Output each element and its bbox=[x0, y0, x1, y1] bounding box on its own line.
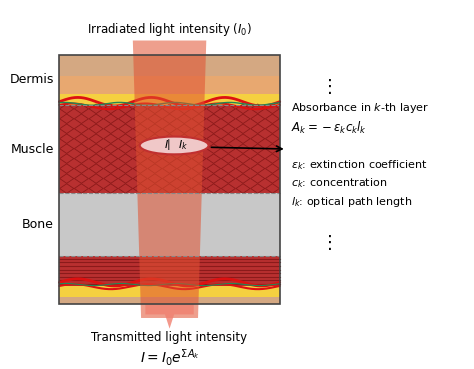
Text: $l_k$: optical path length: $l_k$: optical path length bbox=[291, 195, 413, 209]
Text: $I\!\!\mid$: $I\!\!\mid$ bbox=[164, 137, 171, 152]
Text: Muscle: Muscle bbox=[10, 142, 54, 155]
Bar bbox=[59, 286, 280, 297]
Polygon shape bbox=[133, 41, 206, 318]
Text: Bone: Bone bbox=[22, 218, 54, 231]
Text: ⋮: ⋮ bbox=[321, 78, 339, 96]
Text: $A_k=-\varepsilon_k c_k l_k$: $A_k=-\varepsilon_k c_k l_k$ bbox=[291, 120, 367, 136]
Polygon shape bbox=[146, 304, 194, 329]
Text: Irradiated light intensity ($I_0$): Irradiated light intensity ($I_0$) bbox=[87, 21, 252, 38]
Text: Absorbance in $k$-th layer: Absorbance in $k$-th layer bbox=[291, 101, 429, 115]
Text: $c_k$: concentration: $c_k$: concentration bbox=[291, 177, 388, 190]
Text: $\varepsilon_k$: extinction coefficient: $\varepsilon_k$: extinction coefficient bbox=[291, 158, 428, 172]
Ellipse shape bbox=[140, 137, 209, 154]
Bar bbox=[59, 297, 280, 304]
Bar bbox=[59, 193, 280, 256]
Bar bbox=[59, 256, 280, 286]
Text: ⋮: ⋮ bbox=[321, 234, 339, 252]
Text: Transmitted light intensity: Transmitted light intensity bbox=[91, 331, 247, 344]
Bar bbox=[59, 55, 280, 304]
Bar bbox=[59, 94, 280, 104]
Bar bbox=[59, 76, 280, 94]
Bar bbox=[59, 104, 280, 193]
Text: Dermis: Dermis bbox=[9, 73, 54, 86]
Text: $I = I_0e^{\Sigma A_k}$: $I = I_0e^{\Sigma A_k}$ bbox=[140, 346, 200, 368]
Text: $I_k$: $I_k$ bbox=[178, 138, 188, 152]
Bar bbox=[59, 55, 280, 76]
